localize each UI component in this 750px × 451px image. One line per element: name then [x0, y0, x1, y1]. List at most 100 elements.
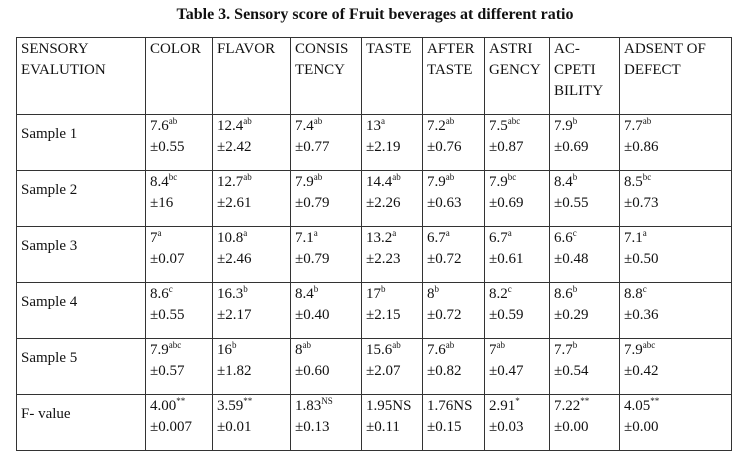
std-dev-value: ±0.55 — [150, 307, 185, 323]
significance-superscript: a — [642, 228, 647, 238]
mean-value-line: 7.9abc — [624, 340, 727, 361]
row-label: Sample 1 — [16, 114, 146, 171]
score-cell: 7.5abc ±0.87 — [484, 114, 550, 171]
mean-value: 7.9 — [489, 174, 508, 190]
mean-value: 1.95NS — [366, 398, 412, 414]
score-cell: 6.6c ±0.48 — [549, 226, 620, 283]
mean-value: 7.6 — [150, 118, 169, 134]
significance-superscript: abc — [507, 116, 521, 126]
mean-value-line: 8ab — [295, 340, 357, 361]
column-header-line: AFTER — [427, 41, 475, 57]
score-cell: 6.7a ±0.72 — [422, 226, 485, 283]
table-row: F- value 4.00** ±0.007 3.59** ±0.01 1.83NS ±0.… — [16, 394, 732, 451]
column-header: ASTRI GENCY — [484, 37, 550, 115]
mean-value-line: 8b — [427, 284, 480, 305]
score-cell: 7.22** ±0.00 — [549, 394, 620, 451]
mean-value: 15.6 — [366, 342, 393, 358]
significance-superscript: a — [507, 228, 512, 238]
score-cell: 12.7ab ±2.61 — [212, 170, 291, 227]
column-header: AC- CPETI BILITY — [549, 37, 620, 115]
mean-value: 6.7 — [427, 230, 446, 246]
significance-superscript: c — [507, 284, 512, 294]
std-dev-value: ±0.86 — [624, 139, 659, 155]
significance-superscript: ab — [445, 172, 455, 182]
score-cell: 6.7a ±0.61 — [484, 226, 550, 283]
mean-value-line: 12.7ab — [217, 172, 286, 193]
mean-value-line: 8.4b — [295, 284, 357, 305]
table-title: Table 3. Sensory score of Fruit beverage… — [176, 6, 574, 23]
score-cell: 8.8c ±0.36 — [619, 282, 732, 339]
mean-value: 8.2 — [489, 286, 508, 302]
mean-value-line: 16.3b — [217, 284, 286, 305]
significance-superscript: ab — [392, 340, 401, 350]
mean-value: 8.4 — [295, 286, 314, 302]
mean-value: 4.05 — [624, 398, 651, 414]
score-cell: 7ab ±0.47 — [484, 338, 550, 395]
std-dev-value: ±0.76 — [427, 139, 462, 155]
mean-value-line: 8.4b — [554, 172, 615, 193]
significance-superscript: b — [434, 284, 440, 294]
mean-value: 13.2 — [366, 230, 393, 246]
column-header: COLOR — [145, 37, 213, 115]
mean-value: 3.59 — [217, 398, 244, 414]
column-header-line: TENCY — [295, 62, 345, 78]
mean-value-line: 13a — [366, 116, 418, 137]
significance-superscript: c — [642, 284, 647, 294]
score-cell: 8.4b ±0.55 — [549, 170, 620, 227]
significance-superscript: ab — [445, 116, 455, 126]
score-cell: 13.2a ±2.23 — [361, 226, 423, 283]
mean-value: 7 — [489, 342, 497, 358]
score-cell: 7.6ab ±0.82 — [422, 338, 485, 395]
significance-superscript: b — [572, 284, 578, 294]
mean-value: 17 — [366, 286, 381, 302]
score-cell: 8.4bc ±16 — [145, 170, 213, 227]
mean-value: 16 — [217, 342, 232, 358]
score-cell: 8.6c ±0.55 — [145, 282, 213, 339]
mean-value-line: 1.83NS — [295, 396, 357, 417]
mean-value-line: 8.4bc — [150, 172, 208, 193]
significance-superscript: bc — [642, 172, 652, 182]
mean-value: 8.6 — [150, 286, 169, 302]
mean-value: 7.1 — [624, 230, 643, 246]
mean-value-line: 8.6b — [554, 284, 615, 305]
score-cell: 8.6b ±0.29 — [549, 282, 620, 339]
std-dev-value: ±0.11 — [366, 419, 400, 435]
mean-value: 13 — [366, 118, 381, 134]
mean-value-line: 7.9abc — [150, 340, 208, 361]
score-cell: 7.7b ±0.54 — [549, 338, 620, 395]
std-dev-value: ±0.54 — [554, 363, 589, 379]
std-dev-value: ±0.50 — [624, 251, 659, 267]
column-header: FLAVOR — [212, 37, 291, 115]
mean-value: 16.3 — [217, 286, 244, 302]
significance-superscript: ab — [392, 172, 401, 182]
score-cell: 7.2ab ±0.76 — [422, 114, 485, 171]
std-dev-value: ±0.79 — [295, 251, 330, 267]
mean-value-line: 6.7a — [427, 228, 480, 249]
std-dev-value: ±0.36 — [624, 307, 659, 323]
column-header-line: TASTE — [427, 62, 473, 78]
significance-superscript: abc — [168, 340, 182, 350]
std-dev-value: ±0.73 — [624, 195, 659, 211]
std-dev-value: ±0.69 — [554, 139, 589, 155]
significance-superscript: b — [572, 172, 578, 182]
mean-value-line: 7.2ab — [427, 116, 480, 137]
mean-value-line: 1.95NS — [366, 396, 418, 417]
score-cell: 8ab ±0.60 — [290, 338, 362, 395]
column-header-line: CPETI — [554, 62, 596, 78]
std-dev-value: ±2.07 — [366, 363, 401, 379]
mean-value: 1.83 — [295, 398, 322, 414]
score-cell: 7.6ab ±0.55 — [145, 114, 213, 171]
score-cell: 14.4ab ±2.26 — [361, 170, 423, 227]
std-dev-value: ±0.72 — [427, 251, 462, 267]
std-dev-value: ±0.01 — [217, 419, 252, 435]
column-header: CONSIS TENCY — [290, 37, 362, 115]
significance-superscript: abc — [642, 340, 656, 350]
mean-value: 2.91 — [489, 398, 516, 414]
significance-superscript: * — [515, 396, 520, 406]
mean-value: 7 — [150, 230, 158, 246]
significance-superscript: b — [572, 340, 578, 350]
score-cell: 10.8a ±2.46 — [212, 226, 291, 283]
mean-value-line: 8.6c — [150, 284, 208, 305]
std-dev-value: ±0.72 — [427, 307, 462, 323]
column-header-line: ASTRI — [489, 41, 533, 57]
